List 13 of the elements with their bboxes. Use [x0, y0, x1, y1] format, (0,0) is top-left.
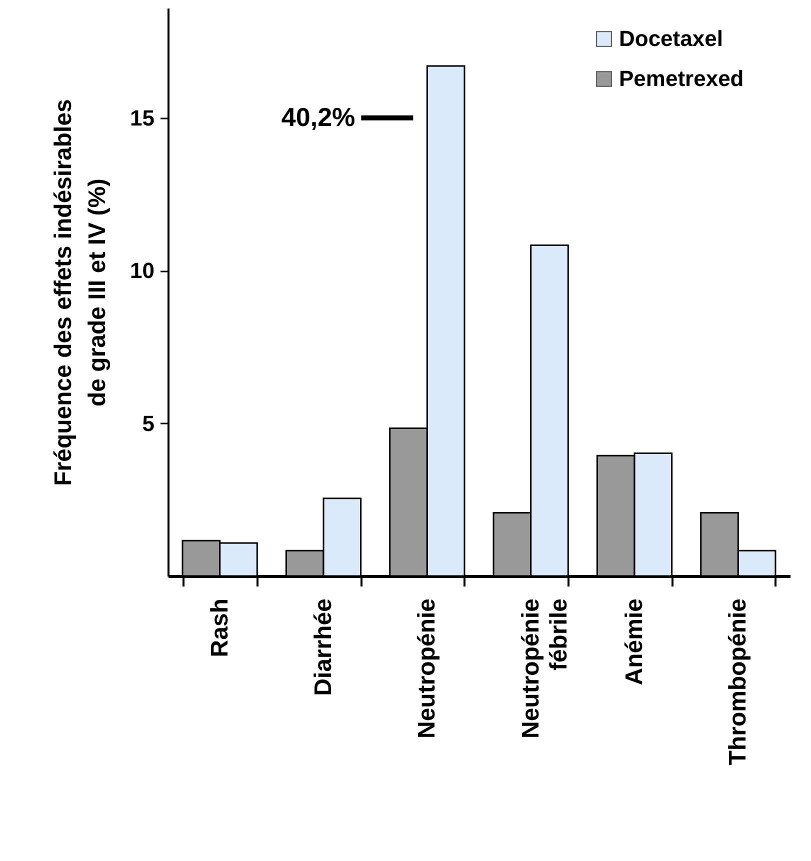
x-tick-label: Rash: [206, 598, 234, 658]
annotation: 40,2%: [281, 102, 356, 132]
y-tick-label: 15: [130, 105, 154, 130]
x-tick-label: Anémie: [621, 598, 648, 686]
y-tick-label: 10: [130, 258, 154, 284]
legend-label: Docetaxel: [619, 26, 723, 51]
x-tick-label: Neutropénie: [414, 598, 441, 739]
x-tick-label: Neutropénie fébrile: [517, 598, 572, 739]
x-tick-label: Thrombopénie: [724, 598, 752, 766]
y-tick-label: 5: [142, 410, 154, 436]
legend-label: Pemetrexed: [619, 66, 744, 91]
x-tick-label: Diarrhée: [310, 598, 337, 696]
y-axis-title: Fréquence des effets indésirables de grade III et IV (%): [50, 99, 112, 486]
